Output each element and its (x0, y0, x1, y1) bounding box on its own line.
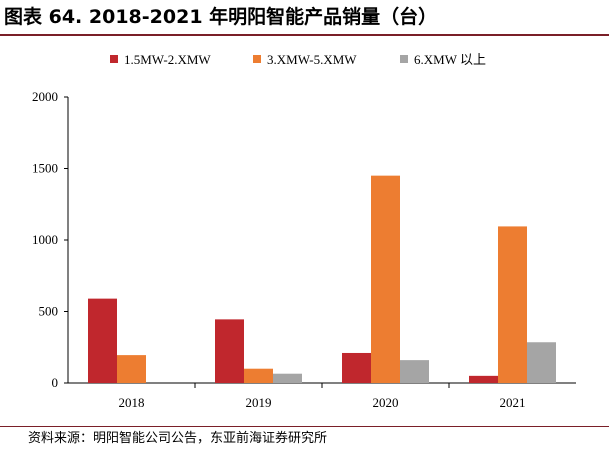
legend-label: 3.XMW-5.XMW (267, 52, 357, 67)
bar (498, 226, 527, 383)
x-tick-label: 2021 (500, 395, 526, 410)
bar (342, 352, 371, 383)
y-tick-label: 0 (52, 375, 59, 390)
y-tick-label: 1500 (32, 161, 58, 176)
y-tick-label: 2000 (32, 89, 58, 104)
bar (371, 175, 400, 383)
bar (469, 375, 498, 383)
bar (400, 360, 429, 383)
legend-swatch (110, 55, 118, 63)
source-note: 资料来源：明阳智能公司公告，东亚前海证券研究所 (28, 431, 328, 446)
bar (215, 319, 244, 383)
chart-title: 图表 64. 2018-2021 年明阳智能产品销量（台） (4, 6, 438, 28)
source-divider (0, 426, 609, 427)
legend-label: 6.XMW 以上 (414, 52, 486, 67)
legend-swatch (253, 55, 261, 63)
title-divider (0, 34, 609, 36)
bar (527, 342, 556, 383)
x-tick-label: 2018 (119, 395, 145, 410)
bar (117, 355, 146, 383)
bar (88, 298, 117, 383)
bar (244, 368, 273, 383)
y-tick-label: 500 (39, 304, 59, 319)
x-tick-label: 2019 (246, 395, 272, 410)
x-tick-label: 2020 (373, 395, 399, 410)
y-tick-label: 1000 (32, 232, 58, 247)
bar (273, 373, 302, 383)
legend-swatch (400, 55, 408, 63)
legend-label: 1.5MW-2.XMW (124, 52, 211, 67)
bar-chart: 0 500 1000 1500 2000 2018 2019 2020 2021 1.5MW-2.… (32, 52, 576, 410)
